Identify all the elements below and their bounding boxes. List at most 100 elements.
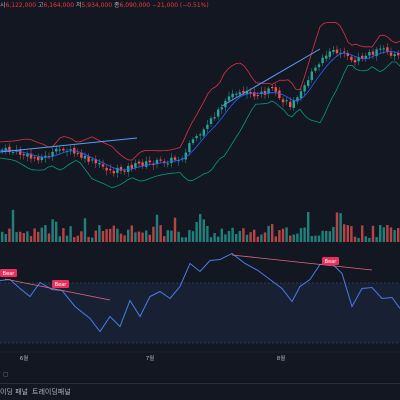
candle-body	[281, 99, 285, 103]
volume-bar	[227, 231, 231, 242]
candle-body	[235, 93, 238, 95]
volume-bar	[357, 237, 360, 242]
candle-body	[227, 96, 231, 101]
candle-body	[80, 152, 83, 158]
candle-body	[141, 162, 144, 167]
candle-body	[375, 49, 378, 57]
candle-body	[238, 92, 241, 95]
candle-body	[371, 51, 375, 55]
volume-bar	[386, 224, 389, 242]
volume-bar	[4, 234, 7, 242]
candle-body	[339, 52, 342, 54]
close-label: 종	[114, 2, 120, 9]
candle-body	[188, 143, 191, 153]
candle-body	[292, 100, 295, 108]
volume-bar	[249, 232, 252, 242]
candle-body	[130, 164, 133, 169]
volume-bar	[51, 219, 54, 242]
volume-bar	[1, 231, 4, 242]
candle-body	[51, 151, 54, 157]
volume-bar	[134, 232, 137, 242]
volume-bar	[368, 237, 371, 242]
volume-bar	[37, 231, 40, 242]
candle-body	[357, 57, 360, 62]
candle-body	[22, 154, 25, 156]
volume-bar	[152, 226, 155, 242]
candle-body	[353, 60, 357, 63]
volume-bar	[393, 230, 396, 242]
sidebar-icon[interactable]: ▢	[3, 371, 9, 378]
volume-bar	[256, 236, 259, 242]
candle-body	[105, 167, 108, 171]
volume-bar	[209, 237, 213, 242]
candle-body	[55, 148, 58, 152]
candle-body	[94, 159, 97, 164]
volume-bar	[303, 227, 306, 242]
candle-body	[260, 91, 263, 94]
volume-bar	[281, 228, 285, 242]
volume-bar	[127, 229, 130, 242]
trend-lines[interactable]	[0, 48, 321, 153]
volume-bar	[350, 226, 353, 242]
candle-body	[271, 86, 274, 89]
candle-body	[134, 163, 137, 168]
bear-badge-3[interactable]: Bear	[322, 257, 339, 265]
candle-body	[296, 97, 299, 102]
volume-bar	[361, 225, 364, 242]
candle-body	[170, 157, 173, 164]
candle-body	[335, 49, 339, 54]
candle-body	[209, 118, 213, 125]
volume-bar	[69, 226, 72, 242]
bear-badge-2[interactable]: Bear	[52, 280, 69, 288]
candle-body	[213, 117, 216, 119]
candle-body	[137, 161, 141, 164]
volume-bar	[206, 225, 209, 242]
rsi-line	[0, 252, 400, 333]
volume-bar	[155, 214, 159, 242]
bb-middle-band	[0, 51, 400, 171]
bear-badge-1[interactable]: Bear	[0, 269, 17, 277]
tab-trading-panel-partial[interactable]: 이딩 패널	[0, 388, 28, 396]
candle-body	[11, 151, 15, 153]
volume-bar	[299, 228, 303, 242]
candle-body	[346, 52, 349, 56]
candle-body	[256, 95, 259, 97]
volume-bar	[83, 218, 87, 242]
candlestick-series	[1, 43, 400, 178]
candle-body	[231, 93, 234, 98]
volume-bar	[62, 228, 65, 242]
volume-bar	[242, 228, 245, 242]
month-label-aug: 8월	[277, 354, 286, 362]
volume-bar	[202, 219, 205, 242]
volume-bar	[65, 235, 69, 242]
low-value: 5,934,000	[81, 2, 113, 9]
bb-upper-band	[0, 21, 400, 161]
volume-bar	[382, 227, 385, 242]
volume-bar	[231, 227, 234, 242]
volume-bar	[335, 212, 339, 242]
volume-bar	[55, 221, 58, 242]
volume-bar	[98, 225, 101, 242]
volume-bar	[19, 231, 22, 242]
trend-line-1[interactable]	[0, 137, 138, 153]
candle-body	[307, 80, 310, 86]
open-value: 6,122,000	[5, 2, 37, 9]
volume-bar	[220, 228, 223, 242]
candle-body	[116, 168, 119, 173]
volume-bar	[94, 230, 97, 242]
candle-body	[44, 155, 47, 158]
candle-body	[350, 56, 353, 61]
candle-body	[119, 167, 123, 171]
candle-body	[148, 160, 151, 163]
tab-trading-panel[interactable]: 트레이딩패널	[32, 388, 71, 396]
volume-bar	[181, 237, 184, 242]
volume-bar	[389, 227, 393, 242]
volume-bar	[109, 228, 112, 242]
candle-body	[310, 71, 313, 81]
volume-bar	[321, 230, 324, 242]
bear-badge-3-text: Bear	[325, 259, 338, 265]
candle-body	[159, 159, 162, 161]
trend-line-2[interactable]	[221, 48, 321, 107]
bollinger-bands	[0, 21, 400, 189]
